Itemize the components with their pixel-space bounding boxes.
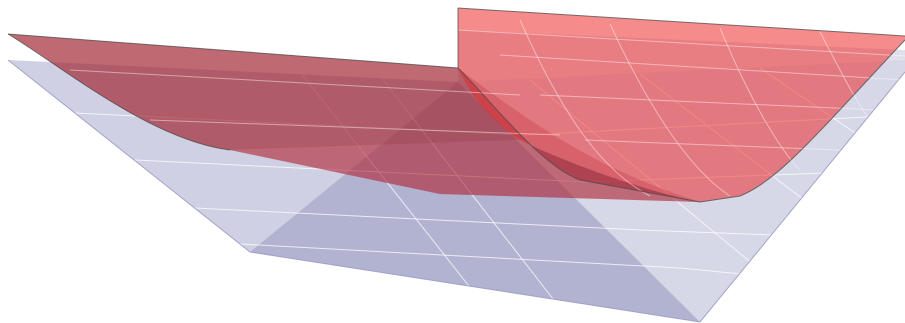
upper-surface-left-wall: [8, 34, 700, 202]
upper-surface-mesh: [69, 19, 905, 197]
upper-surface-left-slope: [8, 34, 700, 202]
lower-surface-edges: [7, 59, 905, 323]
upper-surface-floor: [230, 140, 700, 202]
lower-surface-front-face: [250, 82, 700, 322]
upper-surface: [7, 7, 905, 203]
upper-surface-right-wall: [458, 8, 905, 202]
upper-surface-edges: [7, 7, 905, 203]
